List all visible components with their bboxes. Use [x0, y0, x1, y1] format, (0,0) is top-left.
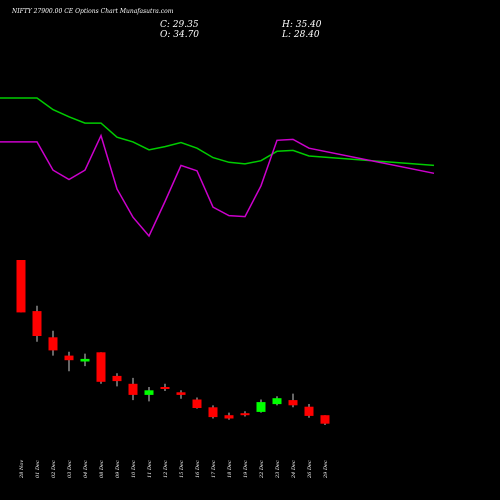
x-tick-label: 26 Dec	[307, 460, 313, 479]
candle-body	[288, 400, 298, 406]
candle-body	[256, 402, 266, 412]
candle-body	[80, 358, 90, 362]
candle	[32, 305, 42, 342]
candle	[208, 405, 218, 419]
candle-body	[96, 352, 106, 382]
candles	[16, 260, 330, 425]
x-tick-label: 10 Dec	[131, 460, 137, 478]
x-tick-label: 08 Dec	[99, 460, 105, 478]
candle	[272, 396, 282, 406]
candle-body	[224, 415, 234, 419]
candle-body	[240, 413, 250, 416]
candle-body	[128, 383, 138, 395]
candle	[256, 399, 266, 413]
candle-body	[48, 337, 58, 351]
candle-body	[272, 398, 282, 405]
candle	[304, 404, 314, 418]
candle	[64, 351, 74, 372]
x-tick-label: 11 Dec	[147, 460, 153, 478]
x-tick-label: 16 Dec	[195, 460, 201, 478]
indicator-line-1	[0, 97, 435, 167]
candle-body	[16, 260, 26, 313]
candle	[128, 377, 138, 401]
candle	[96, 352, 106, 384]
candle-body	[176, 392, 186, 395]
x-tick-label: 23 Dec	[275, 460, 281, 479]
candle	[224, 412, 234, 420]
candle-body	[144, 390, 154, 395]
indicator-lines	[0, 97, 435, 238]
chart-title: NIFTY 27900.00 CE Options Chart Munafasu…	[11, 8, 174, 15]
candle	[144, 387, 154, 402]
candle	[112, 373, 122, 387]
x-tick-label: 29 Dec	[323, 460, 329, 479]
x-tick-label: 09 Dec	[115, 460, 121, 478]
low-readout: L: 28.40	[281, 30, 320, 40]
x-tick-label: 17 Dec	[211, 460, 217, 478]
candle-body	[112, 375, 122, 382]
candle	[160, 383, 170, 391]
candle-body	[160, 387, 170, 389]
x-tick-label: 12 Dec	[163, 460, 169, 478]
candle	[192, 397, 202, 409]
candle-body	[208, 407, 218, 418]
candle-body	[304, 406, 314, 416]
candle	[80, 353, 90, 367]
x-tick-label: 02 Dec	[51, 460, 57, 478]
candle	[288, 393, 298, 408]
candle-body	[64, 355, 74, 361]
x-tick-label: 04 Dec	[83, 460, 89, 478]
candle	[16, 260, 26, 313]
candle	[240, 411, 250, 417]
open-readout: O: 34.70	[160, 30, 199, 40]
x-axis-ticks: 28 Nov 01 Dec 02 Dec 03 Dec 04 Dec 08 Dec 09 D…	[19, 460, 329, 479]
x-tick-label: 22 Dec	[259, 460, 265, 479]
x-tick-label: 18 Dec	[227, 460, 233, 478]
candle-body	[192, 399, 202, 408]
high-readout: H: 35.40	[281, 20, 322, 30]
x-tick-label: 19 Dec	[243, 460, 249, 478]
x-tick-label: 03 Dec	[67, 460, 73, 478]
close-readout: C: 29.35	[160, 20, 199, 30]
x-tick-label: 24 Dec	[291, 460, 297, 479]
x-tick-label: 28 Nov	[19, 460, 25, 479]
x-tick-label: 01 Dec	[35, 460, 41, 478]
x-tick-label: 15 Dec	[179, 460, 185, 478]
candle-body	[32, 311, 42, 336]
candle	[176, 390, 186, 399]
candle-body	[320, 415, 330, 424]
candle	[320, 415, 330, 425]
candle	[48, 330, 58, 356]
indicator-line-2	[0, 133, 435, 238]
